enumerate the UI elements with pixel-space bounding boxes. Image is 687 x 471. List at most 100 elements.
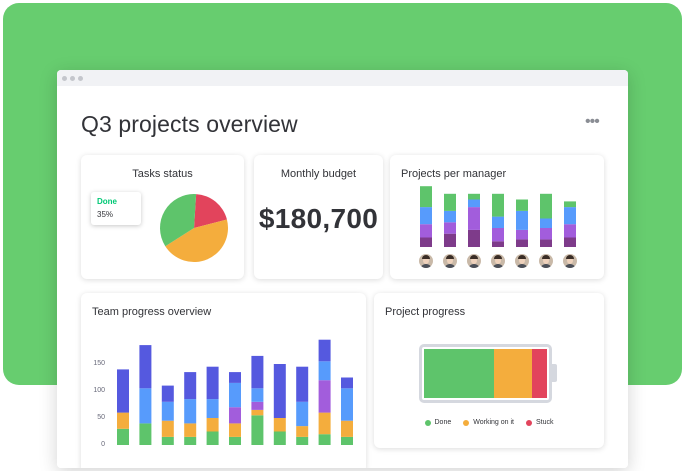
team-bar-segment[interactable]	[184, 372, 197, 400]
team-bar-segment[interactable]	[318, 434, 331, 445]
avatar-icon[interactable]	[467, 254, 481, 268]
progress-segment-working-on-it[interactable]	[494, 349, 533, 398]
team-bar-segment[interactable]	[251, 401, 264, 410]
team-bar-segment[interactable]	[161, 436, 174, 445]
manager-bar-segment[interactable]	[444, 193, 456, 211]
manager-bar-segment[interactable]	[492, 216, 504, 228]
manager-bar-segment[interactable]	[420, 186, 432, 208]
team-bar-segment[interactable]	[206, 366, 219, 400]
manager-bar-segment[interactable]	[444, 222, 456, 234]
team-bar-segment[interactable]	[318, 380, 331, 413]
team-bar-segment[interactable]	[251, 388, 264, 402]
team-bar-segment[interactable]	[229, 423, 241, 437]
avatar-icon[interactable]	[491, 254, 505, 268]
manager-bar-segment[interactable]	[492, 228, 504, 242]
team-bar-segment[interactable]	[161, 420, 174, 437]
team-bar-segment[interactable]	[341, 420, 353, 437]
team-bar-segment[interactable]	[273, 431, 286, 446]
team-bar-segment[interactable]	[206, 418, 219, 432]
manager-bar-segment[interactable]	[540, 218, 552, 229]
manager-bar-segment[interactable]	[564, 201, 576, 208]
pie-tooltip: Done 35%	[91, 192, 141, 225]
progress-segment-done[interactable]	[424, 349, 495, 398]
pie-slice-done[interactable]	[160, 194, 197, 247]
team-bar-segment[interactable]	[117, 428, 129, 445]
more-options-icon[interactable]: •••	[585, 113, 600, 130]
team-bar-segment[interactable]	[206, 431, 219, 446]
team-bar-segment[interactable]	[229, 436, 241, 445]
manager-bar-segment[interactable]	[420, 207, 432, 225]
team-bar-segment[interactable]	[184, 423, 197, 437]
manager-bar-segment[interactable]	[516, 210, 528, 230]
pie-slice-stuck[interactable]	[194, 194, 227, 228]
manager-bar-segment[interactable]	[516, 229, 528, 240]
window-dot-icon[interactable]	[78, 75, 83, 81]
team-bar-segment[interactable]	[139, 345, 152, 389]
manager-bar-segment[interactable]	[468, 199, 480, 208]
team-bar-segment[interactable]	[341, 388, 353, 421]
team-bar-segment[interactable]	[184, 399, 197, 424]
team-bar-segment[interactable]	[117, 369, 129, 413]
projects-per-manager-card[interactable]: Projects per manager	[390, 155, 604, 279]
manager-bar-segment[interactable]	[420, 224, 432, 238]
avatar-icon[interactable]	[515, 254, 529, 268]
manager-bar-segment[interactable]	[564, 207, 576, 225]
manager-bar-segment[interactable]	[564, 237, 576, 248]
team-progress-chart	[117, 339, 353, 446]
manager-bar-segment[interactable]	[444, 210, 456, 223]
team-bar-segment[interactable]	[161, 385, 174, 402]
team-bar-segment[interactable]	[273, 418, 286, 432]
team-bar-segment[interactable]	[229, 382, 241, 408]
manager-bar-segment[interactable]	[516, 239, 528, 247]
team-bar-segment[interactable]	[296, 436, 309, 445]
manager-bar-segment[interactable]	[492, 193, 504, 217]
manager-bar-segment[interactable]	[564, 224, 576, 238]
manager-bar-segment[interactable]	[540, 239, 552, 247]
team-bar-segment[interactable]	[161, 401, 174, 421]
avatar-icon[interactable]	[539, 254, 553, 268]
team-bar-segment[interactable]	[251, 355, 264, 389]
team-bar-segment[interactable]	[318, 339, 331, 362]
team-bar-segment[interactable]	[184, 436, 197, 445]
window-dot-icon[interactable]	[70, 75, 75, 81]
team-bar-segment[interactable]	[341, 436, 353, 445]
manager-bar-segment[interactable]	[420, 237, 432, 248]
team-bar-segment[interactable]	[296, 366, 309, 402]
team-bar-segment[interactable]	[229, 372, 241, 383]
team-bar-segment[interactable]	[251, 415, 264, 445]
pie-slice-working-on-it[interactable]	[165, 219, 228, 262]
manager-bar-segment[interactable]	[540, 193, 552, 219]
avatar-icon[interactable]	[443, 254, 457, 268]
team-bar-segment[interactable]	[318, 361, 331, 381]
team-bar-segment[interactable]	[296, 426, 309, 437]
legend-dot-icon	[424, 419, 431, 426]
manager-bar-segment[interactable]	[444, 233, 456, 247]
team-bar-segment[interactable]	[296, 401, 309, 427]
tooltip-label: Done	[97, 197, 117, 206]
window-dot-icon[interactable]	[62, 75, 67, 81]
team-bar-segment[interactable]	[273, 364, 286, 418]
manager-bar-segment[interactable]	[492, 241, 504, 247]
manager-bar-segment[interactable]	[468, 229, 480, 247]
team-bar-segment[interactable]	[318, 412, 331, 435]
project-progress-card[interactable]: Project progress Done Working on it Stuck	[374, 293, 604, 448]
team-bar-segment[interactable]	[206, 399, 219, 418]
team-bar-segment[interactable]	[117, 412, 129, 429]
team-bar-segment[interactable]	[341, 377, 353, 389]
team-bar-segment[interactable]	[251, 409, 264, 416]
avatar-icon[interactable]	[419, 254, 433, 268]
team-progress-card[interactable]: Team progress overview 150 100 50 0	[81, 293, 366, 468]
progress-segment-stuck[interactable]	[532, 349, 547, 398]
team-bar-segment[interactable]	[139, 388, 152, 424]
manager-bar-segment[interactable]	[468, 193, 480, 200]
team-bar-segment[interactable]	[229, 407, 241, 424]
avatar-icon[interactable]	[563, 254, 577, 268]
monthly-budget-card[interactable]: Monthly budget $180,700	[254, 155, 383, 279]
legend-item: Done	[424, 419, 451, 426]
team-bar-segment[interactable]	[139, 423, 152, 445]
tasks-status-card[interactable]: Tasks status Done 35%	[81, 155, 244, 279]
manager-bar-segment[interactable]	[468, 207, 480, 230]
legend-item: Stuck	[525, 419, 553, 426]
manager-bar-segment[interactable]	[516, 199, 528, 211]
manager-bar-segment[interactable]	[540, 228, 552, 240]
